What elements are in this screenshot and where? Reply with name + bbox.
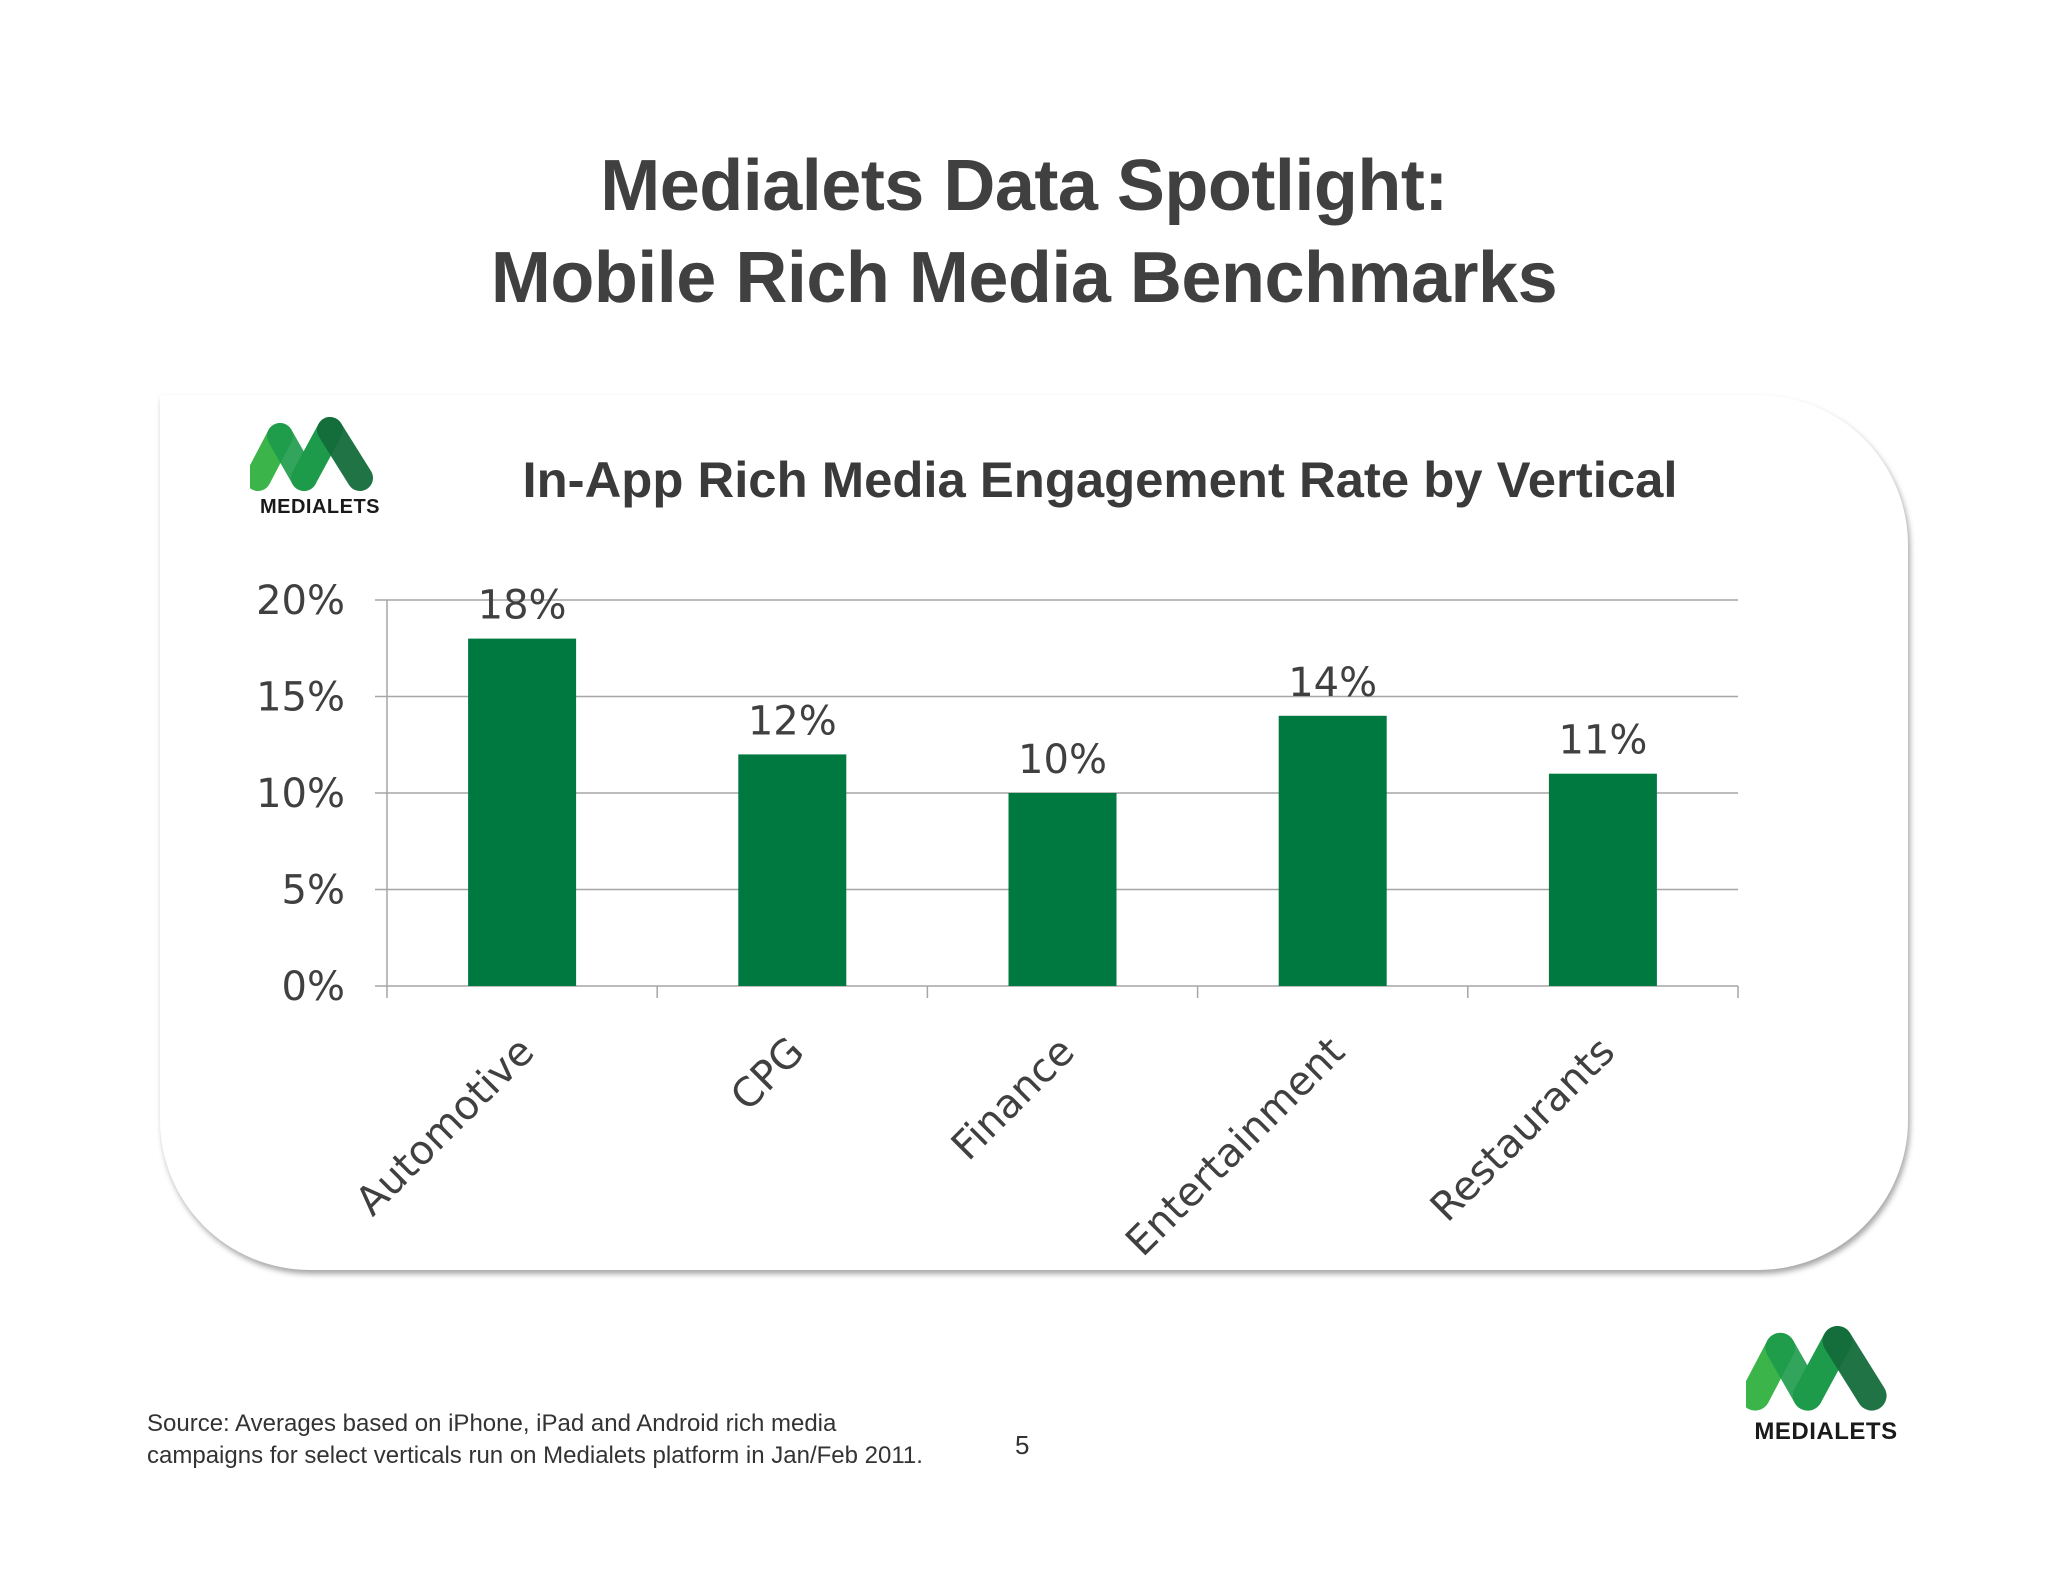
data-label: 11%	[1558, 718, 1647, 764]
logo-wordmark: MEDIALETS	[259, 496, 381, 518]
y-tick-label: 10%	[256, 771, 345, 817]
medialets-mark-icon	[1746, 1326, 1887, 1411]
slide-title-line-1: Medialets Data Spotlight:	[600, 146, 1448, 226]
data-labels: 18% 12% 10% 14% 11%	[478, 583, 1648, 783]
bar	[1278, 715, 1387, 986]
x-tick-label: Automotive	[347, 1029, 543, 1225]
medialets-logo-top: MEDIALETS	[250, 412, 390, 532]
logo-wordmark: MEDIALETS	[1754, 1418, 1898, 1445]
x-tick-labels: Automotive CPG Finance Entertainment Restaur…	[347, 1029, 1624, 1266]
bars	[468, 638, 1657, 986]
bar	[468, 638, 577, 986]
y-tick-label: 5%	[282, 868, 345, 914]
data-label: 18%	[478, 583, 567, 629]
source-note: Source: Averages based on iPhone, iPad a…	[147, 1408, 923, 1472]
y-tick-labels: 0% 5% 10% 15% 20%	[256, 578, 345, 1010]
slide-title-line-2: Mobile Rich Media Benchmarks	[490, 238, 1558, 318]
y-tick-label: 0%	[282, 964, 345, 1010]
medialets-mark-icon	[250, 417, 373, 491]
source-line-2: campaigns for select verticals run on Me…	[147, 1442, 923, 1469]
gridlines	[387, 599, 1738, 891]
x-tick-label: Finance	[943, 1029, 1084, 1170]
x-tick-label: Restaurants	[1422, 1029, 1624, 1231]
slide-title: Medialets Data Spotlight: Mobile Rich Me…	[0, 140, 2048, 324]
x-tick-label: Entertainment	[1117, 1029, 1354, 1266]
data-label: 14%	[1288, 660, 1377, 706]
data-label: 12%	[748, 698, 837, 744]
source-line-1: Source: Averages based on iPhone, iPad a…	[147, 1410, 837, 1437]
chart-title: In-App Rich Media Engagement Rate by Ver…	[523, 452, 1678, 508]
bar	[1548, 773, 1657, 986]
data-label: 10%	[1018, 737, 1107, 783]
page-number: 5	[1015, 1430, 1030, 1460]
medialets-logo-bottom: MEDIALETS	[1746, 1320, 1906, 1460]
y-tick-label: 20%	[256, 578, 345, 624]
bar	[738, 754, 847, 986]
x-tick-label: CPG	[722, 1029, 813, 1120]
bar	[1008, 793, 1117, 986]
y-tick-label: 15%	[256, 675, 345, 721]
